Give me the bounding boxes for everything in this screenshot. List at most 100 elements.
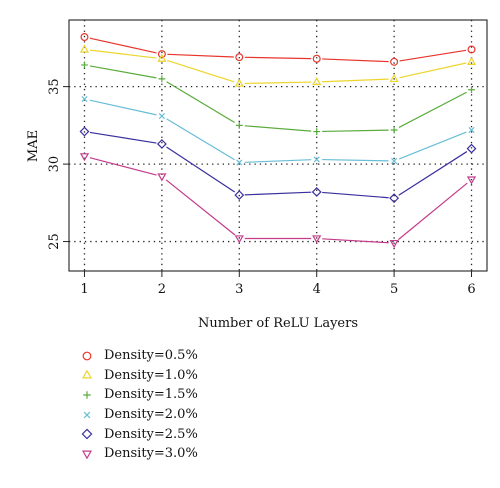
legend-marker [81, 369, 93, 379]
data-point [79, 44, 90, 53]
series-triangle-down [79, 153, 477, 249]
legend-item: Density=1.0% [78, 366, 338, 386]
data-point [389, 239, 399, 249]
series-line-segment [166, 118, 235, 161]
legend-item: Density=1.5% [78, 385, 338, 405]
data-point [313, 156, 320, 163]
data-point [235, 121, 243, 129]
series-line-segment [398, 131, 467, 160]
data-point [234, 190, 245, 201]
y-tick-label: 30 [47, 156, 62, 173]
legend-marker-icon [81, 450, 93, 460]
legend-item: Density=2.0% [78, 405, 338, 425]
data-point [391, 157, 398, 165]
data-point [389, 73, 399, 83]
data-point [467, 45, 476, 54]
data-point [158, 112, 165, 120]
legend: Density=0.5% Density=1.0% Density=1.5% Dens… [78, 346, 338, 464]
data-point [79, 126, 90, 137]
x-tick-label: 2 [158, 282, 166, 297]
legend-marker [83, 411, 91, 418]
legend-marker-icon [82, 351, 92, 361]
series-line-segment [89, 131, 157, 144]
data-point [157, 53, 167, 62]
series-line-segment [167, 53, 234, 58]
series-line-segment [89, 157, 157, 176]
series-triangle-up [79, 44, 477, 87]
legend-marker [83, 391, 91, 399]
x-axis: 1 2 3 4 5 6 [80, 271, 476, 297]
series-line-segment [166, 59, 235, 83]
data-point [80, 33, 89, 42]
legend-label: Density=3.0% [104, 446, 198, 462]
series-line-segment [399, 62, 467, 79]
series-line-segment [398, 151, 468, 196]
legend-marker-icon [81, 428, 93, 440]
y-tick-label: 35 [47, 78, 62, 95]
series-line-segment [89, 37, 157, 54]
data-point [389, 193, 400, 204]
series-line-segment [244, 81, 312, 85]
series-circle [80, 33, 476, 66]
x-axis-label: Number of ReLU Layers [198, 316, 358, 331]
series-line-segment [244, 159, 312, 163]
data-point [235, 53, 244, 62]
data-point [236, 159, 243, 166]
data-point [158, 75, 166, 83]
legend-marker [81, 428, 93, 440]
legend-label: Density=1.0% [104, 367, 198, 383]
data-point [466, 176, 477, 185]
data-point [466, 56, 477, 65]
series-line-segment [89, 49, 157, 59]
data-point [468, 126, 475, 134]
legend-marker [81, 450, 93, 460]
series-line-segment [322, 129, 389, 133]
data-point [81, 95, 88, 103]
series-line-segment [166, 81, 235, 124]
legend-item: Density=3.0% [78, 444, 338, 464]
legend-label: Density=1.5% [104, 387, 198, 403]
series-line-segment [322, 78, 389, 83]
series-line-segment [322, 58, 389, 63]
series-line-segment [166, 146, 236, 193]
data-point [390, 57, 399, 66]
series-line-segment [89, 99, 157, 116]
x-tick-label: 5 [390, 282, 398, 297]
data-point [390, 126, 398, 134]
legend-item: Density=0.5% [78, 346, 338, 366]
legend-label: Density=2.5% [104, 426, 198, 442]
series-line-segment [89, 65, 157, 79]
data-point [312, 235, 322, 244]
series-line-segment [244, 56, 312, 60]
series-line-segment [165, 179, 236, 236]
series-line-segment [399, 49, 467, 62]
x-tick-label: 1 [80, 282, 88, 297]
data-point [311, 187, 322, 197]
legend-marker-icon [81, 369, 93, 379]
data-point [157, 50, 166, 59]
y-axis: 25 30 35 [47, 78, 69, 250]
series-line-segment [244, 191, 312, 196]
series-line-segment [322, 191, 389, 199]
series-line-segment [398, 91, 467, 128]
series-line-segment [322, 158, 389, 162]
data-point [468, 86, 475, 94]
series-line-segment [322, 238, 389, 244]
x-tick-label: 3 [235, 282, 243, 297]
data-point [156, 139, 167, 149]
y-axis-label: MAE [26, 130, 41, 162]
series-x [81, 95, 475, 166]
legend-item: Density=2.5% [78, 424, 338, 444]
x-tick-label: 4 [313, 282, 321, 297]
legend-marker [82, 351, 92, 361]
series-line-segment [244, 125, 312, 132]
legend-label: Density=0.5% [104, 348, 198, 364]
legend-label: Density=2.0% [104, 407, 198, 423]
series-group [79, 33, 477, 249]
series-diamond [79, 126, 477, 204]
data-point [234, 78, 244, 87]
series-plus [81, 61, 475, 135]
grid [69, 20, 487, 271]
series-line-segment [397, 182, 468, 241]
legend-marker-icon [83, 391, 91, 399]
